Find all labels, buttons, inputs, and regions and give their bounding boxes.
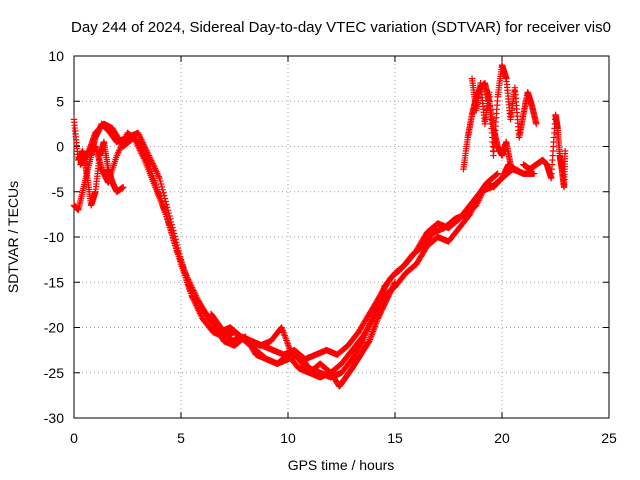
y-axis-label: SDTVAR / TECUs <box>5 181 21 293</box>
y-tick-label: -25 <box>44 365 64 381</box>
axis-ticks <box>73 55 610 419</box>
data-point <box>493 171 501 178</box>
x-tick-label: 0 <box>70 430 78 446</box>
data-point <box>159 186 166 194</box>
y-tick-label: -30 <box>44 410 64 426</box>
y-tick-label: -5 <box>52 184 65 200</box>
x-tick-label: 15 <box>387 430 403 446</box>
y-tick-label: -10 <box>44 229 64 245</box>
y-tick-label: 5 <box>56 93 64 109</box>
data-point <box>120 184 127 191</box>
series-track-b <box>77 129 527 376</box>
x-tick-label: 25 <box>601 430 617 446</box>
data-point <box>157 180 165 188</box>
data-point <box>391 279 399 286</box>
grid-lines <box>74 56 609 418</box>
series-track-h <box>520 111 569 191</box>
data-point <box>160 192 168 199</box>
data-point <box>507 161 514 168</box>
data-point <box>533 120 540 128</box>
data-point <box>561 147 569 155</box>
x-tick-label: 20 <box>494 430 510 446</box>
x-axis-label: GPS time / hours <box>288 457 395 473</box>
data-point <box>391 280 398 287</box>
data-series <box>70 61 569 390</box>
series-track-g <box>460 79 514 173</box>
y-tick-labels: 10 5 0 -5 -10 -15 -20 -25 -30 <box>44 48 64 426</box>
series-track-c <box>79 120 501 363</box>
data-point <box>165 209 172 217</box>
y-tick-label: 10 <box>48 48 64 64</box>
series-track-d <box>207 279 399 390</box>
x-tick-label: 5 <box>177 430 185 446</box>
data-point <box>162 198 169 205</box>
series-track-e <box>70 116 127 209</box>
x-tick-labels: 0 5 10 15 20 25 <box>70 430 617 446</box>
x-tick-label: 10 <box>280 430 296 446</box>
data-point <box>494 170 501 177</box>
data-point <box>530 170 538 177</box>
y-tick-label: -15 <box>44 274 64 290</box>
data-point <box>492 171 500 179</box>
chart-title: Day 244 of 2024, Sidereal Day-to-day VTE… <box>71 19 611 36</box>
y-tick-label: 0 <box>56 139 64 155</box>
data-point <box>157 177 164 185</box>
data-point <box>158 183 166 191</box>
data-point <box>156 174 163 182</box>
data-point <box>520 170 527 177</box>
y-tick-label: -20 <box>44 320 64 336</box>
data-point <box>160 189 167 196</box>
